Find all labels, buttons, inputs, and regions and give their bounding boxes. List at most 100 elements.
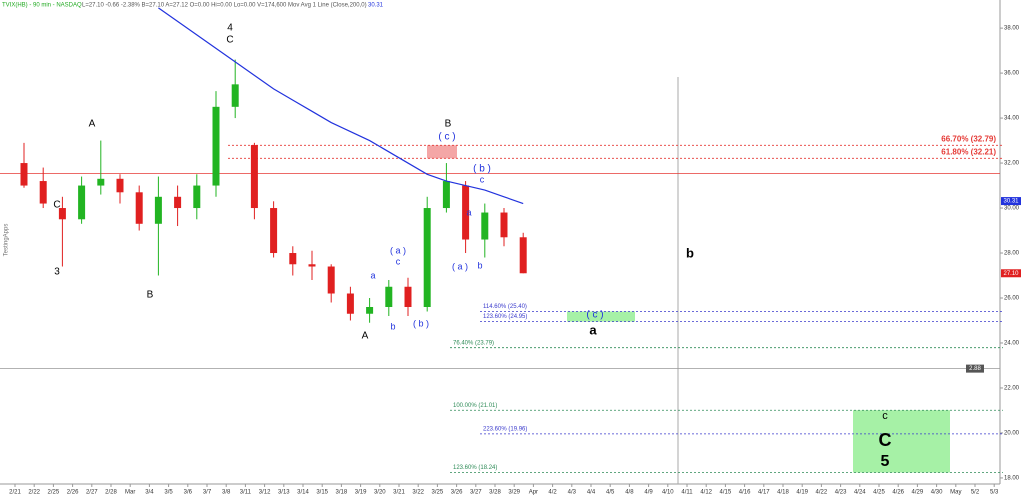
- wave-label: A: [89, 119, 96, 130]
- x-tick-label: 3/8: [222, 490, 231, 496]
- wave-label: b: [390, 321, 395, 331]
- x-tick-label: 4/22: [816, 490, 828, 496]
- candle-body: [327, 266, 335, 294]
- watermark: TestingApps: [4, 224, 10, 257]
- wave-label: ( b ): [413, 318, 429, 328]
- x-tick-label: 5/2: [971, 490, 980, 496]
- x-tick-label: 4/12: [700, 490, 712, 496]
- wave-label: 4: [227, 23, 233, 34]
- fib-label: 66.70% (32.79): [941, 134, 996, 143]
- x-tick-label: 3/12: [259, 490, 271, 496]
- x-tick-label: 4/3: [568, 490, 577, 496]
- x-tick-label: 4/10: [662, 490, 674, 496]
- x-tick-label: 2/21: [9, 490, 21, 496]
- x-tick-label: 5/3: [990, 490, 999, 496]
- fib-label: 61.80% (32.21): [941, 147, 996, 156]
- x-tick-label: 4/5: [606, 490, 615, 496]
- wave-label: B: [147, 290, 154, 301]
- x-tick-label: 4/17: [758, 490, 770, 496]
- fib-label: 123.60% (18.24): [453, 465, 497, 471]
- x-tick-label: 3/21: [393, 490, 405, 496]
- header-ma: 30.31: [368, 3, 384, 9]
- header-symbol: TVIX(HB) - 90 min - NASDAQ: [2, 3, 82, 9]
- y-tick-label: 22.00: [1004, 386, 1020, 392]
- x-tick-label: 4/11: [681, 490, 693, 496]
- x-tick-label: 4/9: [644, 490, 653, 496]
- y-tick-label: 26.00: [1004, 296, 1020, 302]
- x-tick-label: 3/27: [470, 490, 482, 496]
- moving-average: [158, 7, 524, 205]
- y-tick-label: 18.00: [1004, 476, 1020, 482]
- x-tick-label: 3/11: [240, 490, 252, 496]
- candle-body: [78, 185, 86, 220]
- x-tick-label: 3/15: [316, 490, 328, 496]
- candle-body: [193, 185, 201, 209]
- y-tick-label: 34.00: [1004, 116, 1020, 122]
- x-tick-label: 4/23: [835, 490, 847, 496]
- target-zone: [567, 311, 635, 322]
- candle-body: [231, 84, 239, 107]
- candle-body: [385, 286, 393, 307]
- x-tick-label: 2/27: [86, 490, 98, 496]
- candle-body: [39, 181, 47, 204]
- x-tick-label: 3/14: [297, 490, 309, 496]
- x-tick-label: 4/19: [796, 490, 808, 496]
- wave-label: C: [879, 430, 892, 450]
- wave-label: c: [882, 410, 888, 422]
- x-tick-label: 4/15: [720, 490, 732, 496]
- header-quote: L=27.10 -0.66 -2.38% B=27.10 A=27.12 O=0…: [82, 3, 367, 9]
- x-tick-label: Apr: [529, 490, 538, 496]
- x-tick-label: 4/24: [854, 490, 866, 496]
- x-tick-label: 4/2: [548, 490, 557, 496]
- price-box: [1001, 197, 1021, 206]
- x-tick-label: 2/26: [67, 490, 79, 496]
- wave-label: b: [477, 260, 482, 270]
- candle-body: [289, 253, 297, 265]
- x-tick-label: 4/16: [739, 490, 751, 496]
- candle-body: [481, 212, 489, 240]
- y-tick-label: 30.00: [1004, 206, 1020, 212]
- wave-label: c: [396, 256, 401, 266]
- x-tick-label: 4/18: [777, 490, 789, 496]
- candle-body: [97, 178, 105, 186]
- candle-body: [366, 306, 374, 314]
- x-tick-label: 4/25: [873, 490, 885, 496]
- x-tick-label: 2/28: [105, 490, 117, 496]
- fib-label: 123.60% (24.95): [483, 314, 527, 320]
- candle-body: [519, 237, 527, 274]
- x-tick-label: 3/22: [412, 490, 424, 496]
- candle-body: [174, 196, 182, 209]
- wave-label: B: [445, 119, 452, 130]
- x-tick-label: 3/19: [355, 490, 367, 496]
- wave-label: a: [466, 207, 471, 217]
- wave-label: A: [362, 331, 369, 342]
- price-label: 27.10: [1003, 271, 1019, 277]
- level-box: [966, 364, 984, 373]
- price-label: 30.31: [1003, 199, 1019, 205]
- target-zone: [853, 410, 950, 473]
- target-zone: [427, 145, 457, 159]
- candle-body: [58, 208, 66, 220]
- x-tick-label: 3/26: [451, 490, 463, 496]
- x-tick-label: May: [950, 490, 961, 496]
- x-tick-label: 3/7: [203, 490, 212, 496]
- wave-label: 3: [54, 267, 60, 278]
- wave-label: C: [226, 35, 233, 46]
- x-tick-label: Mar: [125, 490, 135, 496]
- wave-label: a: [589, 322, 597, 337]
- x-tick-label: 2/22: [28, 490, 40, 496]
- wave-label: 5: [881, 453, 890, 470]
- x-tick-label: 3/6: [184, 490, 193, 496]
- candle-body: [270, 208, 278, 254]
- level-label: 2.88: [969, 366, 981, 372]
- candle-body: [308, 264, 316, 267]
- candle-body: [500, 212, 508, 238]
- price-box: [1001, 269, 1021, 278]
- fib-label: 223.60% (19.96): [483, 426, 527, 432]
- y-tick-label: 24.00: [1004, 341, 1020, 347]
- wave-label: C: [53, 200, 60, 211]
- wave-label: ( a ): [390, 245, 406, 255]
- x-tick-label: 3/5: [164, 490, 173, 496]
- fib-label: 114.60% (25.40): [483, 304, 527, 310]
